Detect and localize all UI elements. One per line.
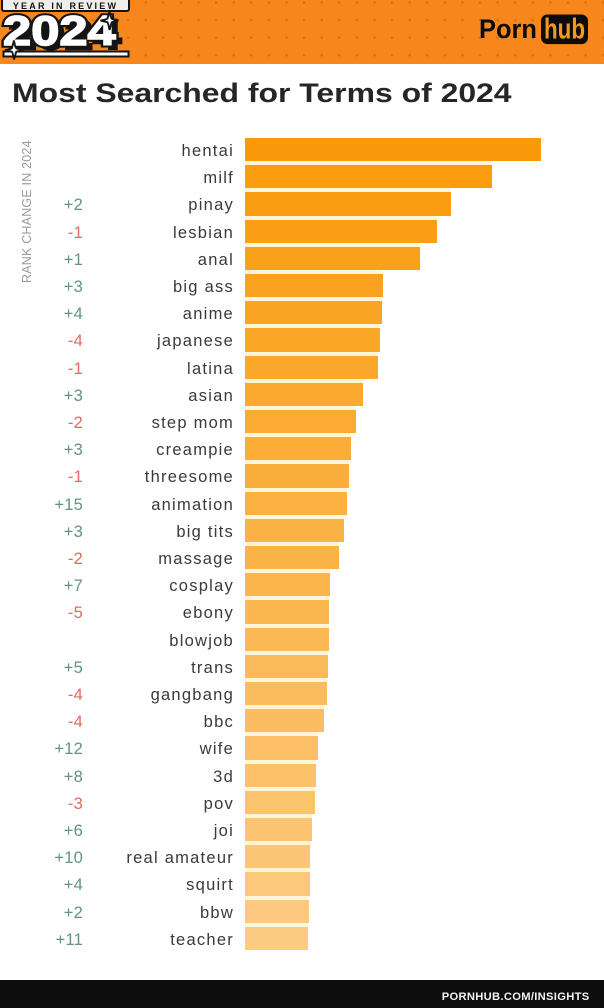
svg-text:YEAR IN REVIEW: YEAR IN REVIEW — [13, 1, 118, 11]
svg-text:hub: hub — [544, 14, 585, 46]
svg-text:2024: 2024 — [3, 7, 116, 54]
svg-text:2024: 2024 — [3, 7, 116, 54]
svg-text:Porn: Porn — [480, 14, 537, 44]
